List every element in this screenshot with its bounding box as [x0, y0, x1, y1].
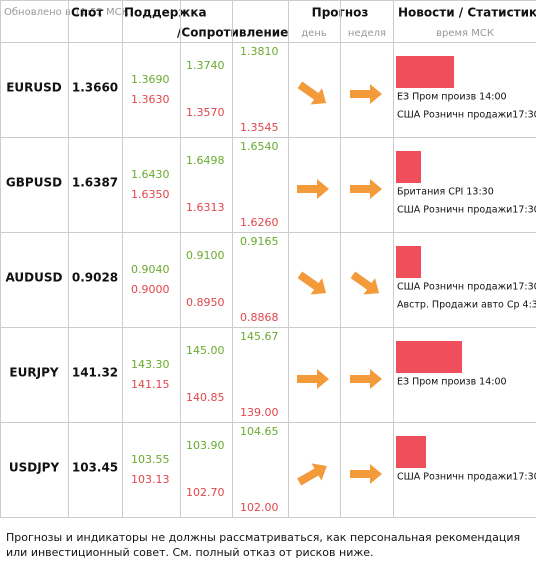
- level-low: 0.8950: [186, 296, 225, 309]
- level-low: 140.85: [186, 391, 225, 404]
- outer-high: 1.6540: [240, 140, 279, 153]
- support-high: 0.9040: [131, 263, 170, 276]
- outer-low: 1.6260: [240, 216, 279, 229]
- forecast-arrow: [297, 179, 329, 199]
- news-bar: [396, 246, 421, 278]
- pair: AUDUSD: [6, 271, 63, 285]
- level-high: 1.3740: [186, 59, 225, 72]
- day-header: день: [301, 28, 327, 39]
- news-item: США Розничн продажи17:30: [397, 472, 536, 483]
- news-header: Новости / Статистика: [398, 6, 536, 20]
- outer-low: 102.00: [240, 501, 279, 514]
- news-item: Британия CPI 13:30: [397, 187, 494, 198]
- spot: 1.6387: [72, 176, 118, 190]
- table: Обновлено в 11:52 МСК Спот Поддержка /Со…: [0, 0, 536, 518]
- support-low: 141.15: [131, 378, 170, 391]
- support-low: 1.3630: [131, 93, 170, 106]
- support-high: 143.30: [131, 358, 170, 371]
- forecast-arrow: [297, 369, 329, 389]
- news-bar: [396, 341, 462, 373]
- forecast-arrow: [297, 81, 327, 105]
- forecast-arrow: [350, 84, 382, 104]
- spot: 103.45: [72, 461, 118, 475]
- level-low: 1.3570: [186, 106, 225, 119]
- support-low: 1.6350: [131, 188, 170, 201]
- news-list: США Розничн продажи17:30: [397, 472, 536, 483]
- forecast-arrow: [350, 464, 382, 484]
- news-item: ЕЗ Пром произв 14:00: [397, 92, 507, 103]
- news-list: ЕЗ Пром произв 14:00: [397, 377, 507, 388]
- support-header: Поддержка: [124, 6, 207, 20]
- support-low: 103.13: [131, 473, 170, 486]
- level-high: 0.9100: [186, 249, 225, 262]
- level-low: 102.70: [186, 486, 225, 499]
- spot: 0.9028: [72, 271, 118, 285]
- time-header: время МСК: [436, 28, 494, 39]
- news-item: США Розничн продажи17:30: [397, 205, 536, 216]
- level-high: 145.00: [186, 344, 225, 357]
- pair: GBPUSD: [6, 176, 62, 190]
- news-list: ЕЗ Пром произв 14:00 США Розничн продажи1…: [397, 92, 536, 121]
- level-low: 1.6313: [186, 201, 225, 214]
- disclaimer: Прогнозы и индикаторы не должны рассматр…: [6, 531, 521, 559]
- pair: EURUSD: [6, 81, 62, 95]
- pair: EURJPY: [9, 366, 58, 380]
- forecast-arrow: [350, 179, 382, 199]
- forecast-arrow: [350, 271, 380, 295]
- support-high: 1.3690: [131, 73, 170, 86]
- forecast-arrow: [297, 271, 327, 295]
- news-bar: [396, 151, 421, 183]
- outer-low: 139.00: [240, 406, 279, 419]
- updated: Обновлено в 11:52 МСК: [4, 7, 129, 18]
- outer-high: 145.67: [240, 330, 279, 343]
- outer-high: 0.9165: [240, 235, 279, 248]
- outer-low: 1.3545: [240, 121, 279, 134]
- outer-low: 0.8868: [240, 311, 279, 324]
- news-bar: [396, 436, 426, 468]
- outer-high: 1.3810: [240, 45, 279, 58]
- spot-header: Спот: [71, 6, 103, 20]
- support-high: 1.6430: [131, 168, 170, 181]
- pair: USDJPY: [9, 461, 60, 475]
- support-low: 0.9000: [131, 283, 170, 296]
- forecast-arrow: [297, 463, 327, 486]
- support-high: 103.55: [131, 453, 170, 466]
- spot: 1.3660: [72, 81, 118, 95]
- spot: 141.32: [72, 366, 118, 380]
- news-list: Британия CPI 13:30 США Розничн продажи17:…: [397, 187, 536, 216]
- news-bar: [396, 56, 454, 88]
- news-item: США Розничн продажи17:30: [397, 282, 536, 293]
- news-item: США Розничн продажи17:30: [397, 110, 536, 121]
- news-item: ЕЗ Пром произв 14:00: [397, 377, 507, 388]
- level-high: 103.90: [186, 439, 225, 452]
- week-header: неделя: [348, 28, 386, 39]
- outer-high: 104.65: [240, 425, 279, 438]
- level-high: 1.6498: [186, 154, 225, 167]
- news-item: Австр. Продажи авто Ср 4:30: [397, 300, 536, 311]
- news-list: США Розничн продажи17:30 Австр. Продажи а…: [397, 282, 536, 311]
- forecast-arrow: [350, 369, 382, 389]
